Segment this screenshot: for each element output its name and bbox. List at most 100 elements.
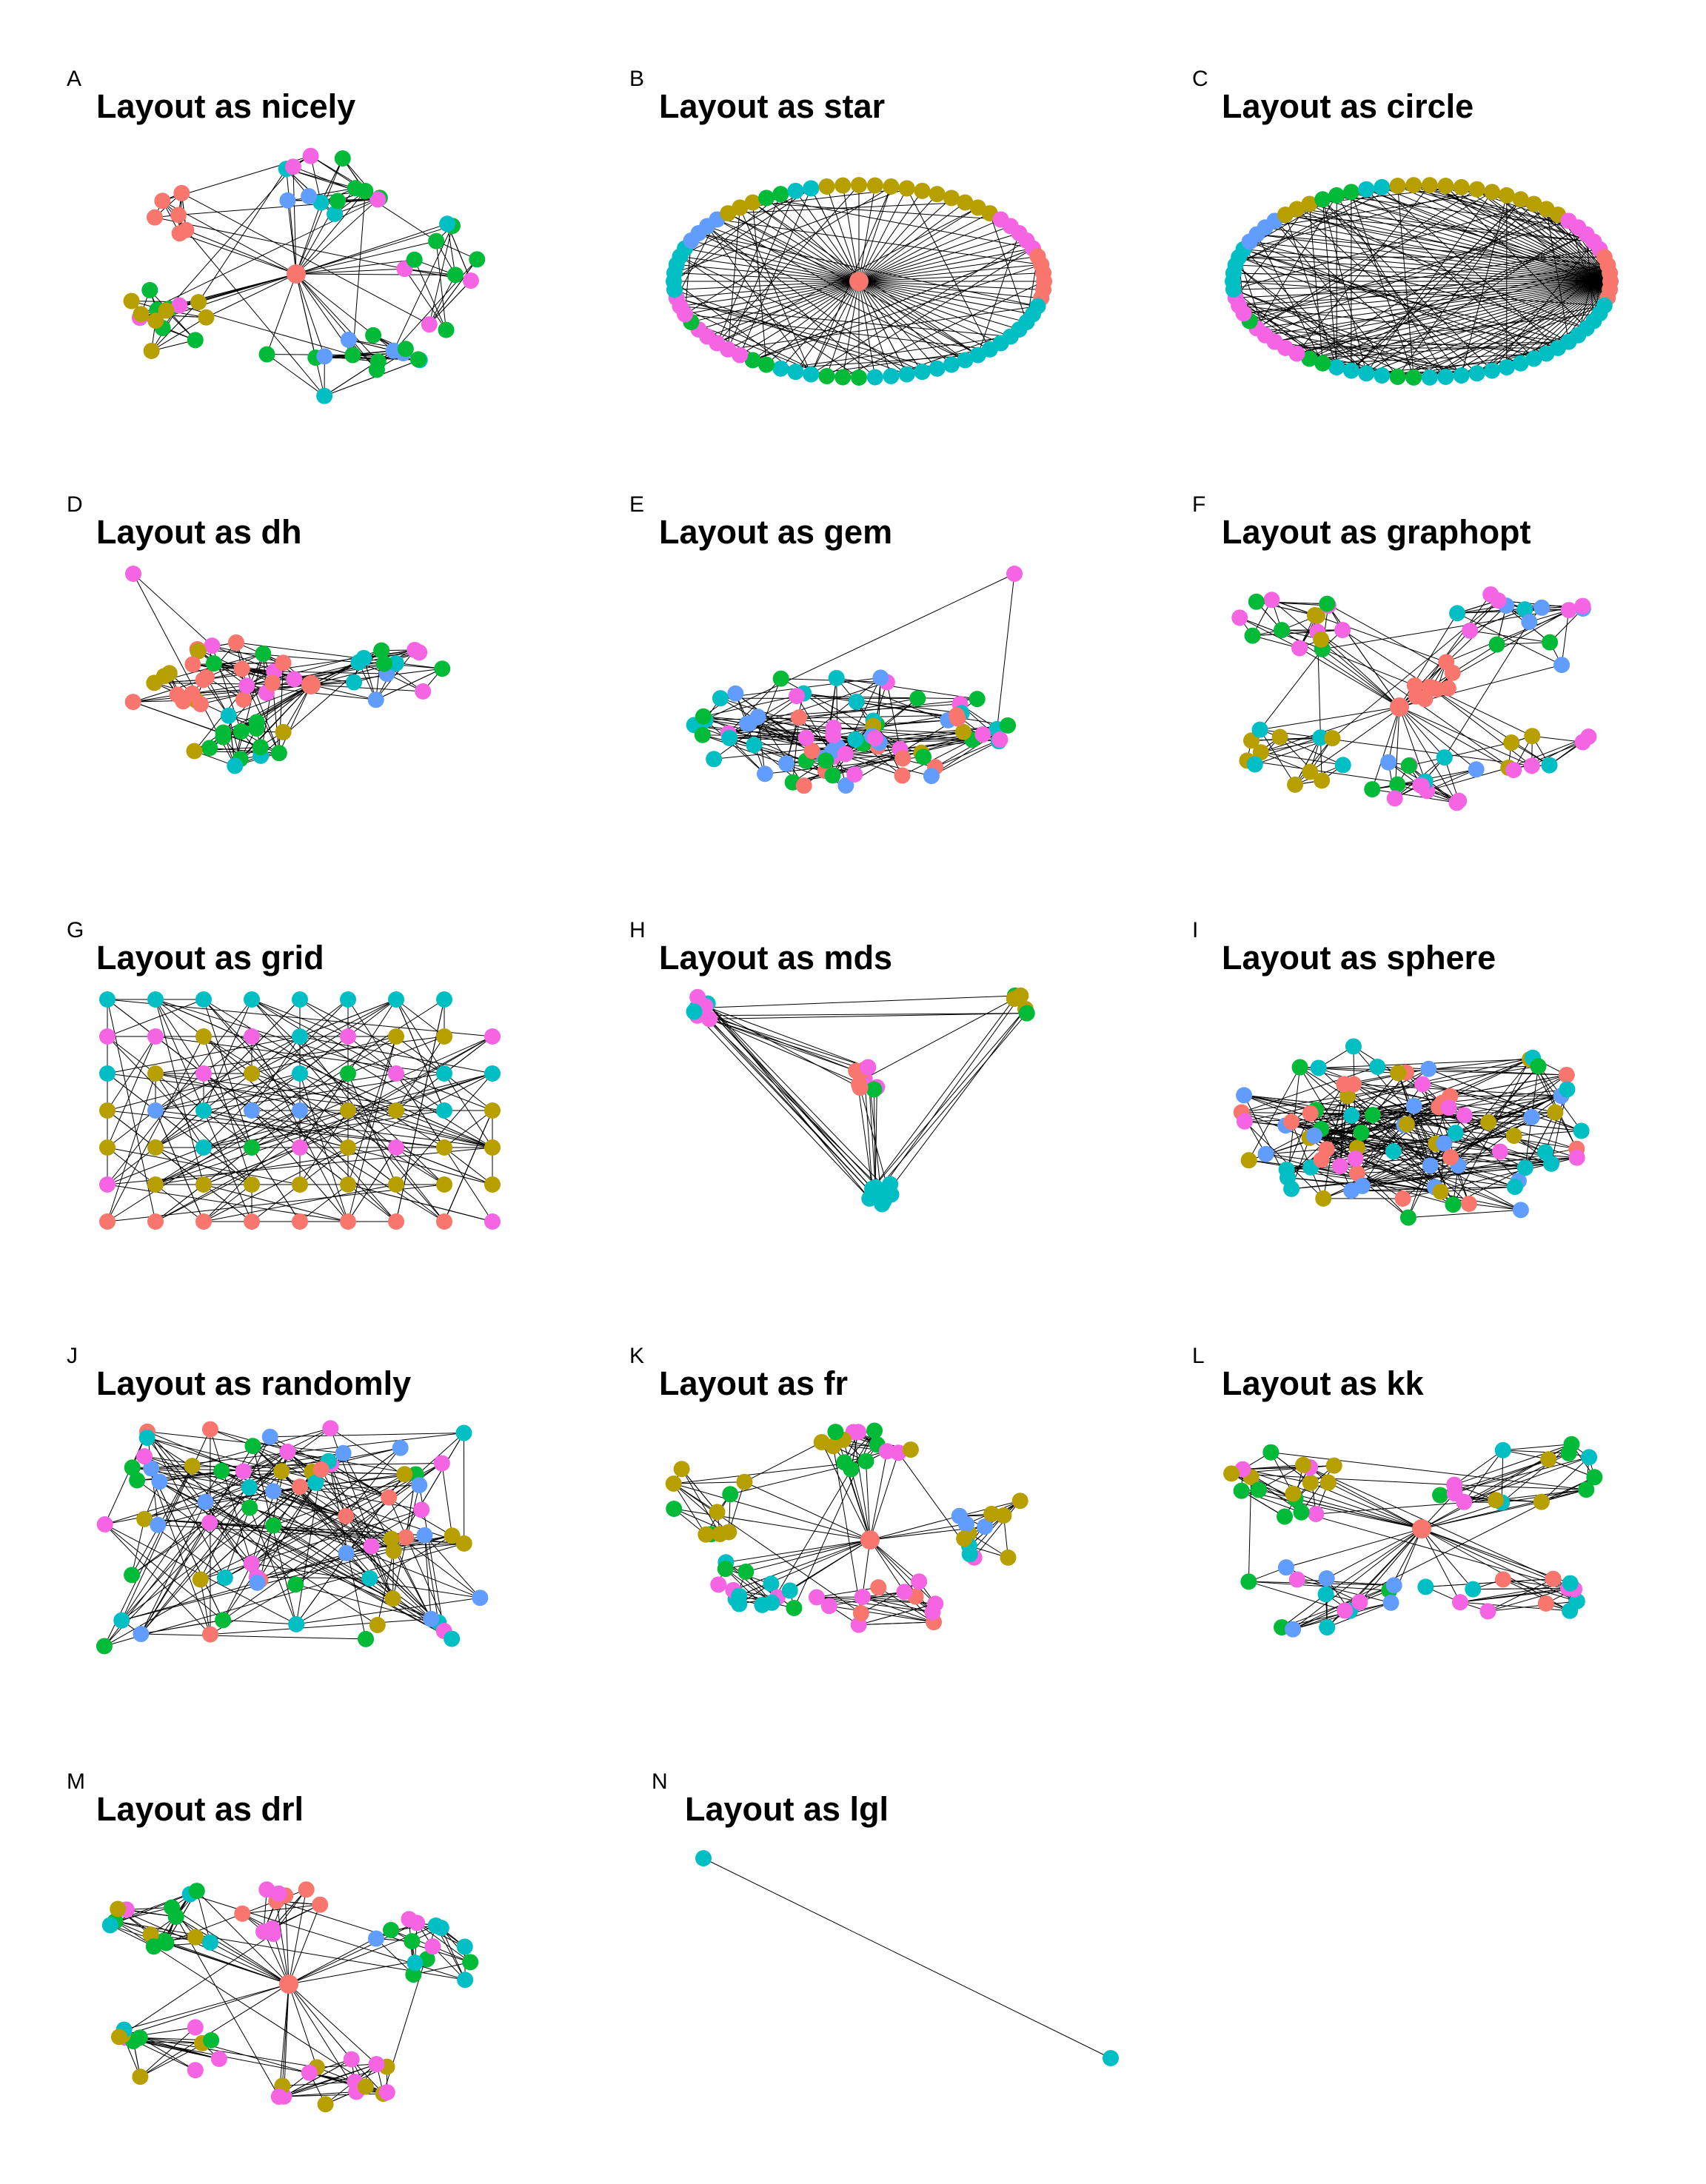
- graph-edge: [997, 574, 1014, 729]
- graph-node: [1240, 1573, 1257, 1590]
- graph-edge: [296, 269, 404, 274]
- graph-edge: [1408, 1210, 1521, 1217]
- graph-node: [1562, 1575, 1579, 1592]
- graph-node: [147, 1028, 164, 1045]
- graph-node: [1513, 355, 1529, 372]
- graph-node: [899, 180, 915, 196]
- graph-node: [421, 316, 438, 332]
- graph-node: [113, 1612, 130, 1629]
- panel-letter: B: [629, 67, 644, 92]
- graph-node: [894, 768, 911, 784]
- graph-node: [1454, 367, 1470, 383]
- graph-node: [202, 1627, 218, 1643]
- graph-node: [915, 748, 931, 765]
- panel-title: Layout as drl: [96, 1790, 304, 1829]
- graph-edge: [865, 996, 1021, 1079]
- graph-edge: [694, 1011, 868, 1067]
- graph-node: [1006, 566, 1023, 582]
- graph-node: [273, 1463, 290, 1479]
- graph-node: [407, 252, 423, 268]
- graph-node: [896, 1584, 912, 1600]
- network-graph-star: [659, 141, 1059, 452]
- graph-node: [187, 332, 204, 348]
- graph-edge: [1425, 1579, 1553, 1587]
- panel-title: Layout as grid: [96, 939, 324, 977]
- graph-node: [248, 720, 264, 737]
- graph-node: [1412, 1519, 1431, 1538]
- graph-node: [365, 327, 381, 344]
- graph-node: [136, 1448, 153, 1464]
- graph-node: [292, 1102, 308, 1119]
- graph-node: [96, 1638, 113, 1655]
- panel-f: F Layout as graphopt: [1192, 492, 1706, 907]
- graph-edge: [1322, 649, 1415, 686]
- panel-j: J Layout as randomly: [67, 1344, 585, 1758]
- graph-node: [1285, 1486, 1301, 1502]
- graph-node: [388, 1028, 404, 1045]
- graph-node: [252, 739, 269, 755]
- graph-node: [1445, 1196, 1461, 1213]
- graph-node: [244, 1176, 260, 1193]
- graph-node: [739, 716, 755, 732]
- graph-node: [244, 1102, 260, 1119]
- graph-edge: [880, 996, 1020, 1190]
- graph-node: [1420, 1061, 1436, 1077]
- graph-node: [846, 766, 863, 783]
- graph-node: [1277, 1509, 1293, 1525]
- network-graph-fr: [659, 1418, 1059, 1729]
- graph-node: [773, 671, 789, 687]
- graph-edge: [1322, 649, 1399, 707]
- graph-node: [111, 2029, 127, 2045]
- graph-node: [147, 1213, 164, 1230]
- graph-node: [388, 1102, 404, 1119]
- graph-edge: [708, 1004, 870, 1199]
- graph-edge: [705, 1006, 880, 1190]
- graph-node: [335, 1445, 352, 1461]
- panel-letter: D: [67, 492, 83, 517]
- graph-node: [1406, 1098, 1422, 1114]
- graph-node: [1480, 1114, 1496, 1130]
- graph-node: [1103, 2050, 1119, 2066]
- graph-node: [1405, 369, 1422, 386]
- graph-edge: [859, 1622, 934, 1625]
- graph-node: [1295, 1457, 1311, 1473]
- graph-node: [787, 364, 803, 380]
- graph-node: [292, 1065, 308, 1082]
- graph-node: [457, 1939, 473, 1955]
- graph-node: [312, 1897, 328, 1913]
- graph-node: [1438, 654, 1454, 670]
- graph-node: [173, 185, 190, 201]
- graph-edge: [155, 274, 296, 321]
- graph-edge: [1299, 648, 1399, 707]
- graph-edge: [300, 1185, 348, 1222]
- network-graph-nicely: [96, 141, 496, 452]
- graph-node: [1454, 179, 1470, 195]
- graph-node: [1318, 1586, 1334, 1602]
- graph-node: [392, 1440, 409, 1456]
- graph-node: [721, 730, 737, 746]
- graph-node: [1263, 592, 1280, 608]
- graph-node: [228, 634, 244, 651]
- graph-node: [484, 1176, 501, 1193]
- graph-node: [201, 740, 218, 756]
- graph-node: [1279, 1162, 1295, 1178]
- graph-node: [1292, 1059, 1308, 1076]
- graph-node: [1436, 749, 1453, 766]
- graph-node: [198, 309, 214, 326]
- graph-node: [340, 1213, 356, 1230]
- network-graph-sphere: [1222, 992, 1622, 1303]
- graph-node: [1287, 777, 1303, 793]
- graph-edge: [180, 233, 296, 274]
- graph-node: [147, 1139, 164, 1156]
- graph-node: [1385, 1143, 1402, 1159]
- graph-node: [796, 777, 812, 794]
- graph-node: [1343, 1108, 1359, 1124]
- graph-node: [1390, 1065, 1406, 1081]
- graph-node: [275, 724, 292, 740]
- graph-node: [1012, 1493, 1028, 1509]
- panel-title: Layout as kk: [1222, 1364, 1424, 1403]
- graph-node: [244, 1028, 260, 1045]
- graph-node: [1400, 1210, 1416, 1226]
- graph-node: [786, 1600, 802, 1616]
- graph-node: [150, 1517, 166, 1533]
